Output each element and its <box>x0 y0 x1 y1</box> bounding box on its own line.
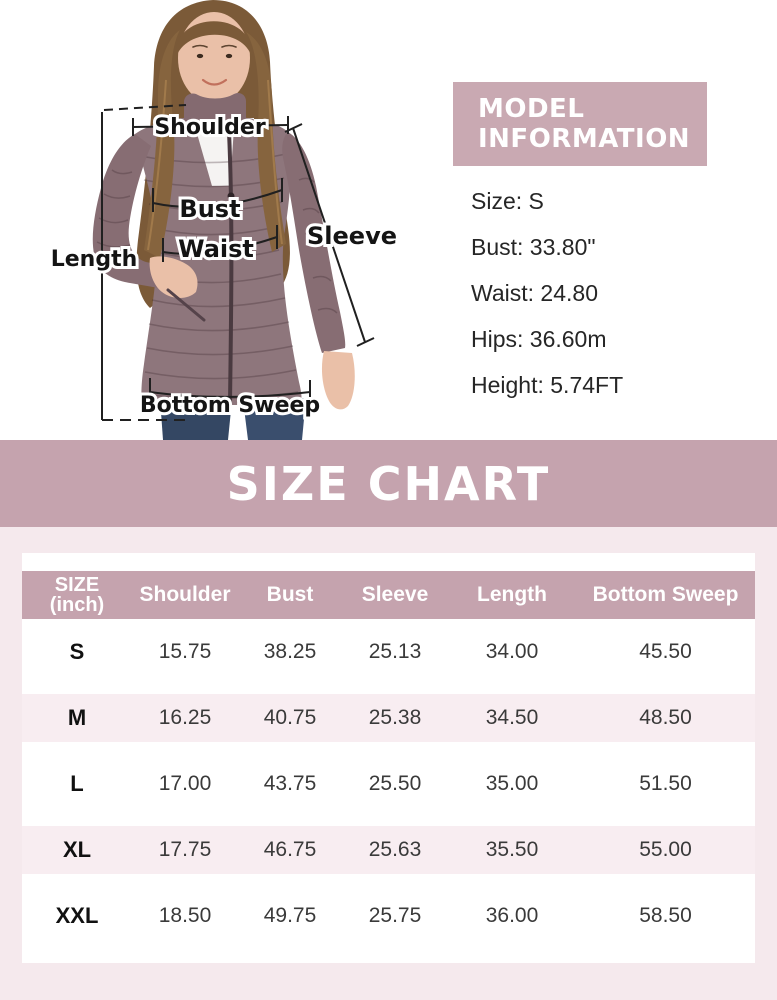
row-sleeve: 25.75 <box>368 904 422 927</box>
bottom-sweep-measure-line <box>149 378 311 404</box>
row-bust: 40.75 <box>263 706 317 729</box>
label-bust: Bust <box>179 195 240 223</box>
header-bottom-sweep: Bottom Sweep <box>592 583 739 606</box>
row-shoulder: 17.00 <box>158 772 212 795</box>
row-bust: 46.75 <box>263 838 317 861</box>
right-hand <box>321 351 355 410</box>
row-sleeve: 25.63 <box>368 838 422 861</box>
table-row-xl: XL 17.75 46.75 25.63 35.50 55.00 <box>22 817 755 883</box>
bust-measure-line <box>152 178 283 212</box>
size-chart-banner-title: SIZE CHART <box>226 456 551 511</box>
sleeve-measure-line <box>284 123 375 347</box>
hand-in-pocket <box>149 256 198 298</box>
model-bust-line: Bust: 33.80" <box>471 234 596 260</box>
size-chart-banner: SIZE CHART <box>0 440 777 527</box>
model-information-title-line1: MODEL <box>478 94 585 124</box>
row-shoulder: 18.50 <box>158 904 212 927</box>
row-bottom-sweep: 51.50 <box>639 772 692 795</box>
row-size: XXL <box>55 903 99 928</box>
row-shoulder: 15.75 <box>158 640 212 663</box>
table-row-xxl: XXL 18.50 49.75 25.75 36.00 58.50 <box>22 883 755 949</box>
hair <box>136 0 290 308</box>
row-sleeve: 25.38 <box>368 706 422 729</box>
row-size: L <box>70 771 84 796</box>
header-length: Length <box>477 583 547 606</box>
size-chart-section: SIZE (inch) Shoulder Bust Sleeve Length … <box>0 527 777 1000</box>
row-size: XL <box>62 837 92 862</box>
label-bottom-sweep: Bottom Sweep <box>140 393 320 418</box>
model-size-line: Size: S <box>471 188 544 214</box>
header-shoulder: Shoulder <box>139 583 231 606</box>
header-bust: Bust <box>266 583 314 606</box>
row-bust: 38.25 <box>263 640 317 663</box>
row-length: 36.00 <box>485 904 539 927</box>
row-bottom-sweep: 48.50 <box>639 706 692 729</box>
row-sleeve: 25.13 <box>368 640 422 663</box>
jacket-body <box>135 116 302 405</box>
row-length: 35.00 <box>485 772 539 795</box>
model-information-title-line2: INFORMATION <box>478 124 691 154</box>
header-size: SIZE (inch) <box>49 574 105 616</box>
label-shoulder: Shoulder <box>154 115 265 140</box>
row-bottom-sweep: 45.50 <box>639 640 692 663</box>
row-size: M <box>67 705 87 730</box>
row-sleeve: 25.50 <box>368 772 422 795</box>
face-features <box>192 44 237 86</box>
row-bottom-sweep: 55.00 <box>639 838 692 861</box>
left-sleeve <box>92 134 206 322</box>
label-length: Length <box>51 247 138 272</box>
row-bust: 49.75 <box>263 904 317 927</box>
row-length: 34.50 <box>485 706 539 729</box>
model-illustration <box>92 0 355 440</box>
tee-shirt <box>196 128 234 186</box>
table-row-l: L 17.00 43.75 25.50 35.00 51.50 <box>22 751 755 817</box>
model-information-title: MODEL INFORMATION <box>453 82 707 166</box>
model-hips-line: Hips: 36.60m <box>471 326 607 352</box>
row-bottom-sweep: 58.50 <box>639 904 692 927</box>
right-sleeve <box>282 132 355 410</box>
row-shoulder: 16.25 <box>158 706 212 729</box>
label-waist: Waist <box>178 235 254 263</box>
model-waist-line: Waist: 24.80 <box>471 280 598 306</box>
header-sleeve: Sleeve <box>361 583 429 606</box>
table-row-s: S 15.75 38.25 25.13 34.00 45.50 <box>22 619 755 685</box>
row-bust: 43.75 <box>263 772 317 795</box>
model-information-lines: Size: S Bust: 33.80" Waist: 24.80 Hips: … <box>453 166 707 408</box>
pocket-slit <box>166 288 206 322</box>
jeans <box>160 398 306 440</box>
row-length: 35.50 <box>485 838 539 861</box>
table-header-row: SIZE (inch) Shoulder Bust Sleeve Length … <box>22 571 755 619</box>
model-height-line: Height: 5.74FT <box>471 372 624 398</box>
measurement-annotations: Shoulder Bust Waist Sleeve Length Bottom… <box>48 104 400 421</box>
table-row-m: M 16.25 40.75 25.38 34.50 48.50 <box>22 685 755 751</box>
row-length: 34.00 <box>485 640 539 663</box>
model-information-box: MODEL INFORMATION Size: S Bust: 33.80" W… <box>453 82 707 408</box>
length-measure-line <box>101 104 192 421</box>
size-chart-table: SIZE (inch) Shoulder Bust Sleeve Length … <box>22 553 755 963</box>
waist-measure-line <box>162 225 278 262</box>
row-shoulder: 17.75 <box>158 838 212 861</box>
row-size: S <box>69 639 85 664</box>
top-section: Shoulder Bust Waist Sleeve Length Bottom… <box>0 0 777 440</box>
model-figure: Shoulder Bust Waist Sleeve Length Bottom… <box>0 0 460 440</box>
label-sleeve: Sleeve <box>307 222 397 250</box>
